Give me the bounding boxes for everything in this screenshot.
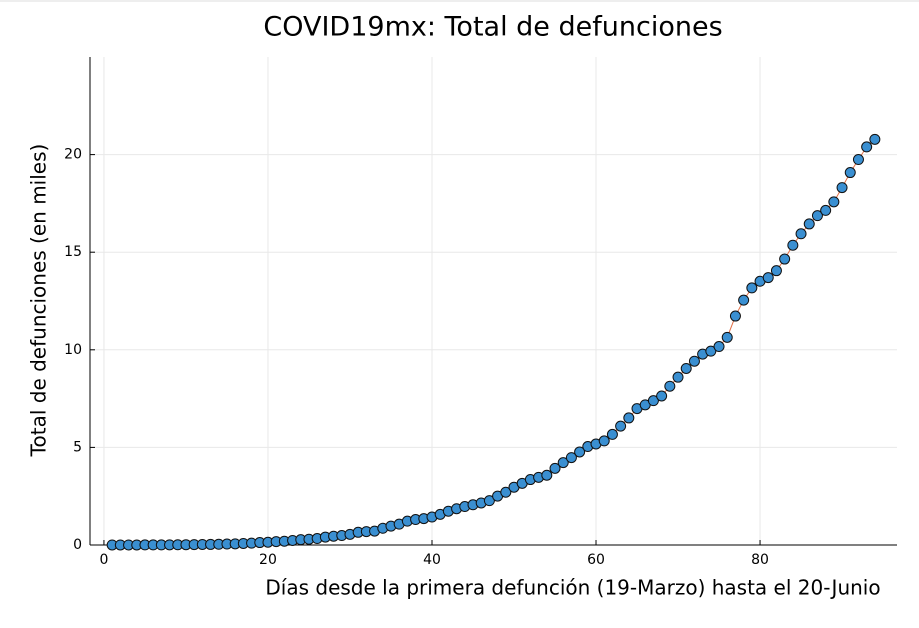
- data-point: [623, 412, 635, 424]
- data-point: [549, 462, 561, 474]
- x-tick-label: 60: [587, 552, 605, 568]
- data-point: [672, 371, 684, 383]
- data-point: [738, 294, 750, 306]
- data-point: [844, 167, 856, 179]
- data-point: [828, 196, 840, 208]
- data-point: [483, 495, 495, 507]
- data-point: [541, 469, 553, 481]
- x-tick-label: 40: [423, 552, 441, 568]
- data-point: [861, 141, 873, 153]
- chart-title: COVID19mx: Total de defunciones: [263, 12, 722, 43]
- data-point: [869, 133, 881, 145]
- data-point: [688, 355, 700, 367]
- y-tick-label: 20: [64, 147, 82, 163]
- data-point: [565, 452, 577, 464]
- data-point: [836, 182, 848, 194]
- x-tick-label: 0: [99, 552, 108, 568]
- x-tick-label: 80: [751, 552, 769, 568]
- data-point: [779, 253, 791, 265]
- data-point: [762, 272, 774, 284]
- data-point: [647, 395, 659, 407]
- data-point: [606, 428, 618, 440]
- x-axis-label: Días desde la primera defunción (19-Marz…: [265, 576, 880, 600]
- data-point: [852, 154, 864, 166]
- data-point: [598, 435, 610, 447]
- data-point: [500, 486, 512, 498]
- data-point: [721, 331, 733, 343]
- data-point: [664, 380, 676, 392]
- data-point: [656, 390, 668, 402]
- y-tick-label: 0: [73, 537, 82, 553]
- data-point: [705, 345, 717, 357]
- data-point: [770, 265, 782, 277]
- data-point: [729, 310, 741, 322]
- data-point: [787, 239, 799, 251]
- data-point: [811, 210, 823, 222]
- y-tick-label: 5: [73, 439, 82, 455]
- data-point: [713, 341, 725, 353]
- data-point: [803, 218, 815, 230]
- data-point: [680, 362, 692, 374]
- data-point: [557, 457, 569, 469]
- data-point: [795, 228, 807, 240]
- data-point: [746, 282, 758, 294]
- x-tick-label: 20: [259, 552, 277, 568]
- data-point: [574, 446, 586, 458]
- data-point: [820, 204, 832, 216]
- y-tick-label: 10: [64, 342, 82, 358]
- y-tick-label: 15: [64, 244, 82, 260]
- y-axis-label: Total de defunciones (en miles): [27, 144, 51, 458]
- data-point: [615, 420, 627, 432]
